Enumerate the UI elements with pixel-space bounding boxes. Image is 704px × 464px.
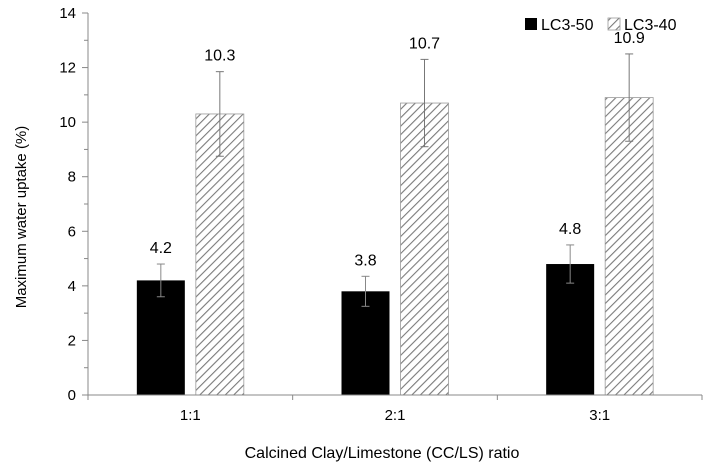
y-tick-label-10: 10 [59,114,76,131]
plot-area: 4.2 10.3 3.8 10.7 4.8 10.9 [136,30,654,396]
legend-swatch-lc3-40 [607,17,621,31]
legend-swatch-lc3-50 [525,18,537,30]
data-label-lc3-50-cat-3: 4.8 [559,221,581,238]
y-tick-label-4: 4 [68,278,76,295]
data-label-lc3-50-cat-1: 4.2 [150,240,172,257]
bar-lc3-50-cat-1 [136,280,185,395]
x-tick-label-3: 3:1 [589,407,610,424]
x-tick-label-1: 1:1 [180,407,201,424]
bar-lc3-40-cat-1 [195,113,245,396]
y-tick-label-12: 12 [59,60,76,77]
y-tick-label-8: 8 [68,169,76,186]
y-tick-label-0: 0 [68,387,76,404]
legend: LC3-50 LC3-40 [525,17,677,34]
y-axis-title: Maximum water uptake (%) [13,126,30,309]
y-tick-label-6: 6 [68,223,76,240]
data-label-lc3-40-cat-2: 10.7 [409,35,440,52]
bar-lc3-50-cat-3 [546,264,595,395]
data-label-lc3-40-cat-1: 10.3 [204,48,235,65]
data-label-lc3-50-cat-2: 3.8 [354,252,376,269]
x-tick-label-2: 2:1 [385,407,406,424]
y-tick-label-2: 2 [68,332,76,349]
y-tick-label-14: 14 [59,5,76,22]
bar-lc3-40-cat-3 [604,97,654,396]
legend-label-lc3-50: LC3-50 [541,17,594,34]
axes: 0 2 4 6 8 10 12 14 1:1 2:1 3:1 [59,5,703,424]
legend-label-lc3-40: LC3-40 [624,17,677,34]
bar-lc3-50-cat-2 [341,291,390,395]
x-axis-title: Calcined Clay/Limestone (CC/LS) ratio [245,445,520,462]
data-label-lc3-40-cat-3: 10.9 [614,30,645,47]
